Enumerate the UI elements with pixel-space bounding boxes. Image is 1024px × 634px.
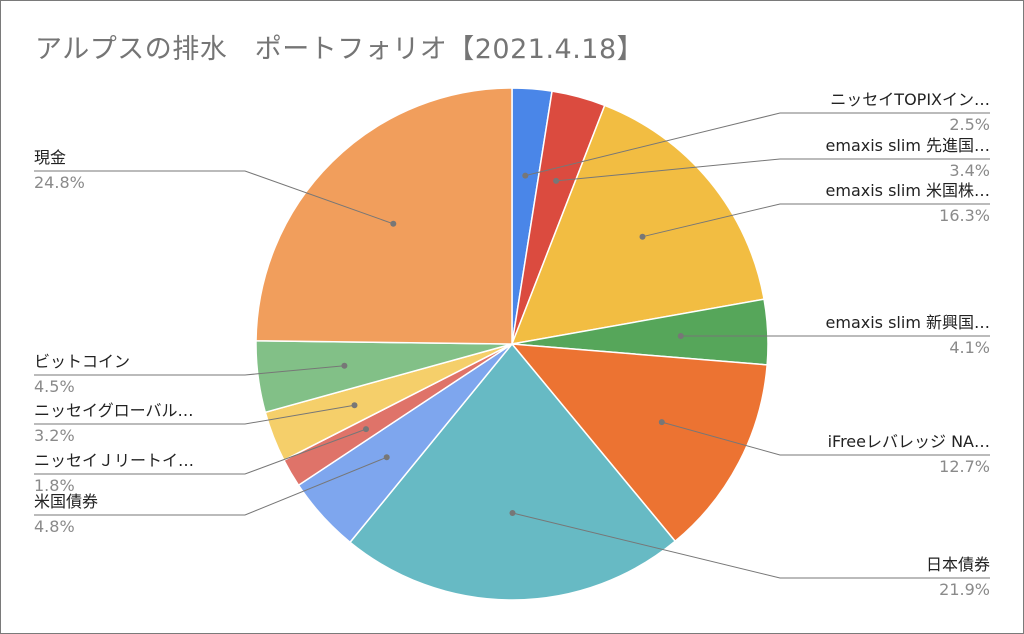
slice-5-leader-line: [661, 421, 990, 456]
slice-5-leader-dot: [658, 419, 665, 426]
slice-9-leader-line: [34, 404, 355, 425]
slice-2-label: emaxis slim 先進国…: [826, 136, 990, 155]
slice-5-percent-label: 12.7%: [939, 457, 990, 476]
slice-1-label: ニッセイTOPIXイン…: [830, 90, 990, 109]
slice-10-label: ビットコイン: [34, 352, 130, 371]
slice-10-leader-line: [34, 365, 345, 376]
slice-3-wedge: [510, 104, 765, 345]
slice-6-percent-label: 21.9%: [939, 580, 990, 599]
leader-lines: [34, 112, 990, 579]
slice-1-percent-label: 2.5%: [949, 115, 990, 134]
slice-8-leader-dot: [363, 426, 369, 433]
slice-3-percent-label: 16.3%: [939, 206, 990, 225]
slice-7-leader-dot: [383, 454, 390, 461]
slice-2-leader-dot: [553, 177, 560, 184]
slice-11-percent-label: 24.8%: [34, 173, 85, 192]
slice-labels: ニッセイTOPIXイン…2.5%emaxis slim 先進国…3.4%emax…: [34, 90, 990, 599]
slice-4-percent-label: 4.1%: [949, 338, 990, 357]
slice-10-leader-dot: [341, 362, 348, 369]
slice-11-leader-line: [34, 170, 394, 225]
slice-11-label: 現金: [34, 148, 66, 167]
slice-7-leader-line: [34, 456, 387, 516]
slice-3-leader-line: [642, 203, 990, 238]
slice-8-label: ニッセイＪリートイ…: [34, 451, 194, 470]
chart-title: アルプスの排水 ポートフォリオ【2021.4.18】: [35, 34, 645, 65]
slice-1-leader-dot: [522, 172, 529, 179]
slice-10-percent-label: 4.5%: [34, 377, 75, 396]
slice-2-leader-line: [556, 158, 990, 182]
slice-5-wedge: [510, 343, 768, 543]
slice-8-percent-label: 1.8%: [34, 476, 75, 495]
slice-6-wedge: [349, 342, 677, 601]
slice-9-leader-dot: [351, 402, 358, 409]
slice-6-label: 日本債券: [926, 555, 990, 574]
slice-6-leader-dot: [509, 510, 516, 516]
slice-9-label: ニッセイグローバル…: [34, 401, 194, 420]
slice-8-leader-line: [34, 428, 367, 475]
slice-4-leader-dot: [677, 333, 684, 339]
slice-3-label: emaxis slim 米国株…: [826, 181, 990, 200]
slice-3-leader-dot: [639, 233, 646, 240]
pie-slices: [255, 87, 769, 601]
slice-7-percent-label: 4.8%: [34, 517, 75, 536]
slice-4-label: emaxis slim 新興国…: [826, 313, 990, 332]
slice-1-leader-line: [525, 112, 990, 177]
slice-5-label: iFreeレバレッジ NA…: [828, 432, 990, 451]
slice-11-wedge: [255, 87, 513, 345]
slice-11-leader-dot: [390, 220, 397, 227]
slice-2-percent-label: 3.4%: [949, 161, 990, 180]
slice-7-label: 米国債券: [34, 492, 98, 511]
slice-6-leader-line: [512, 512, 990, 579]
slice-9-percent-label: 3.2%: [34, 426, 75, 445]
